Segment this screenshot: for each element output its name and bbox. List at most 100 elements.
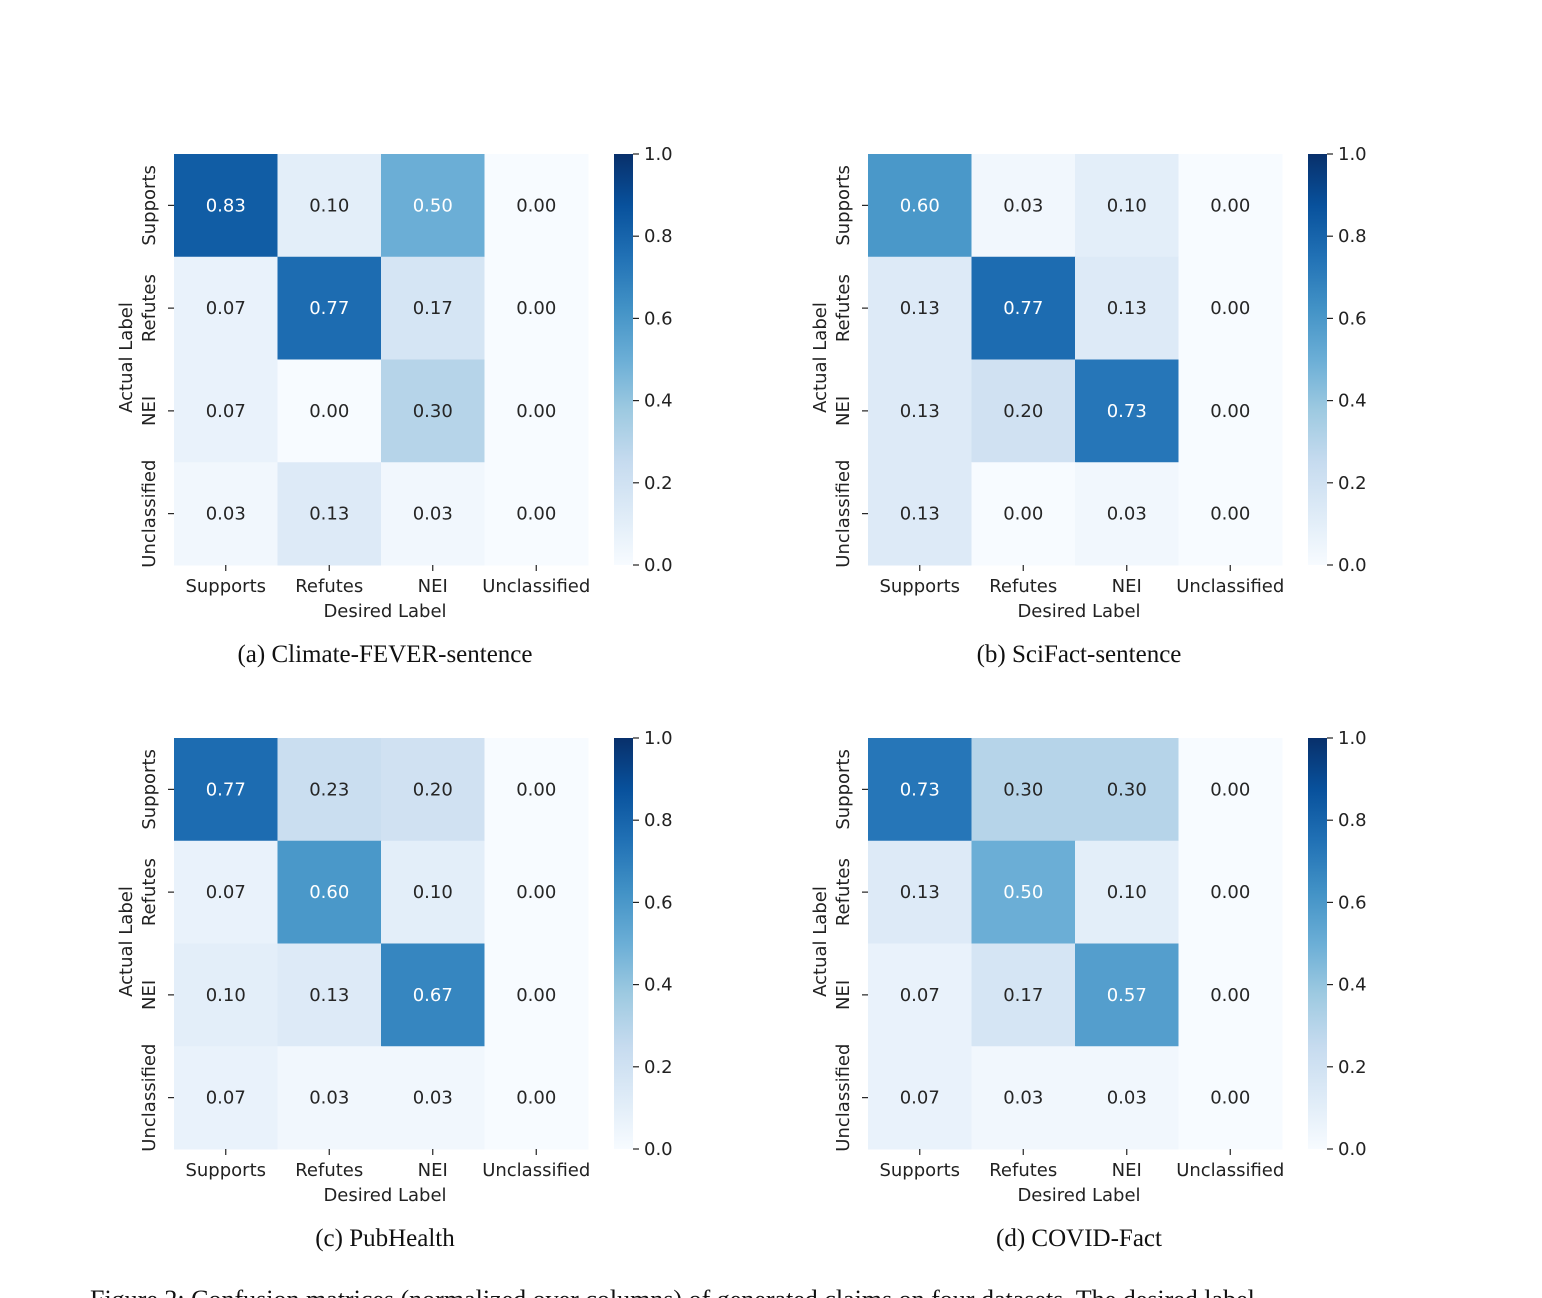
- heatmap-cell: [1178, 943, 1283, 1047]
- cell-label: 0.77: [309, 298, 349, 319]
- cell-label: 0.73: [900, 779, 940, 800]
- heatmap-cell: [484, 1046, 589, 1150]
- y-tick-label: NEI: [139, 396, 160, 426]
- colorbar-tick-label: 0.6: [1338, 308, 1367, 329]
- colorbar-tick-label: 0.8: [644, 226, 673, 247]
- colorbar-tick-label: 0.6: [1338, 892, 1367, 913]
- heatmap-cell: [1178, 359, 1283, 463]
- cell-label: 0.10: [1107, 195, 1147, 216]
- cell-label: 0.00: [516, 298, 556, 319]
- x-tick-label: Unclassified: [482, 1160, 590, 1181]
- cell-label: 0.03: [1003, 1088, 1043, 1109]
- x-axis-title: Desired Label: [1017, 601, 1140, 622]
- heatmap-cell: [381, 359, 485, 463]
- cell-label: 0.10: [1107, 882, 1147, 903]
- heatmap-cell: [971, 256, 1076, 360]
- cell-label: 0.00: [516, 882, 556, 903]
- cell-label: 0.77: [206, 779, 246, 800]
- colorbar-tick-label: 1.0: [1338, 728, 1367, 749]
- y-tick-label: Refutes: [139, 858, 160, 926]
- heatmap-cell: [971, 840, 1076, 944]
- heatmap-cell: [381, 462, 485, 566]
- heatmap-cell: [277, 256, 382, 360]
- heatmap-cell: [1178, 154, 1283, 258]
- x-tick-label: Refutes: [295, 576, 363, 597]
- cell-label: 0.83: [206, 195, 246, 216]
- cell-label: 0.13: [900, 882, 940, 903]
- heatmap-cell: [1075, 462, 1179, 566]
- y-tick-label: Unclassified: [139, 1044, 160, 1152]
- x-tick-label: Supports: [879, 1160, 960, 1181]
- cell-label: 0.77: [1003, 298, 1043, 319]
- y-axis-title: Actual Label: [116, 302, 137, 413]
- heatmap-cell: [174, 359, 278, 463]
- y-tick-label: Supports: [833, 749, 854, 830]
- heatmap-cell: [1075, 840, 1179, 944]
- heatmap-cell: [868, 738, 972, 842]
- cell-label: 0.03: [206, 504, 246, 525]
- y-tick-label: NEI: [139, 980, 160, 1010]
- y-axis-title: Actual Label: [810, 886, 831, 997]
- heatmap-cell: [174, 462, 278, 566]
- cell-label: 0.03: [1107, 1088, 1147, 1109]
- cell-label: 0.00: [1210, 882, 1250, 903]
- y-tick-label: Unclassified: [833, 460, 854, 568]
- heatmap-cell: [174, 943, 278, 1047]
- cell-label: 0.00: [1210, 779, 1250, 800]
- heatmap-cell: [1178, 1046, 1283, 1150]
- x-tick-label: Refutes: [295, 1160, 363, 1181]
- heatmap-cell: [484, 359, 589, 463]
- colorbar-tick-label: 0.2: [644, 473, 673, 494]
- cell-label: 0.03: [413, 504, 453, 525]
- y-tick-label: Supports: [139, 165, 160, 246]
- heatmap-cell: [381, 154, 485, 258]
- colorbar: [1308, 154, 1327, 565]
- colorbar-tick-label: 0.2: [1338, 473, 1367, 494]
- colorbar-tick-label: 0.2: [644, 1057, 673, 1078]
- cell-label: 0.13: [900, 298, 940, 319]
- heatmap-panel-3: 0.77 0.23 0.20 0.00 0.07 0.60 0.10 0.00 0.10 0.13…: [116, 728, 673, 1252]
- heatmap-cell: [174, 256, 278, 360]
- heatmap-cell: [277, 462, 382, 566]
- heatmap-cell: [174, 1046, 278, 1150]
- cell-label: 0.23: [309, 779, 349, 800]
- colorbar-tick-label: 1.0: [644, 144, 673, 165]
- cell-label: 0.20: [413, 779, 453, 800]
- figure-caption: Figure 2: Confusion matrices (normalized…: [90, 1285, 1255, 1298]
- cell-label: 0.07: [900, 1088, 940, 1109]
- heatmap-cell: [277, 154, 382, 258]
- y-tick-label: Refutes: [139, 274, 160, 342]
- y-axis-title: Actual Label: [810, 302, 831, 413]
- cell-label: 0.13: [309, 504, 349, 525]
- cell-label: 0.20: [1003, 401, 1043, 422]
- cell-label: 0.60: [900, 195, 940, 216]
- x-tick-label: NEI: [418, 576, 448, 597]
- colorbar-tick-label: 0.4: [644, 391, 673, 412]
- colorbar-tick-label: 0.0: [644, 555, 673, 576]
- heatmap-cell: [868, 840, 972, 944]
- cell-label: 0.30: [1107, 779, 1147, 800]
- heatmap-cell: [868, 359, 972, 463]
- cell-label: 0.03: [1107, 504, 1147, 525]
- heatmap-cell: [484, 256, 589, 360]
- heatmap-cell: [1178, 840, 1283, 944]
- cell-label: 0.00: [1210, 401, 1250, 422]
- cell-label: 0.17: [413, 298, 453, 319]
- heatmap-cell: [484, 738, 589, 842]
- cell-label: 0.10: [309, 195, 349, 216]
- colorbar-tick-label: 0.4: [1338, 975, 1367, 996]
- y-tick-label: Refutes: [833, 858, 854, 926]
- heatmap-cell: [277, 840, 382, 944]
- cell-label: 0.00: [1210, 985, 1250, 1006]
- x-tick-label: Refutes: [989, 576, 1057, 597]
- cell-label: 0.00: [1210, 504, 1250, 525]
- y-tick-label: NEI: [833, 980, 854, 1010]
- cell-label: 0.07: [206, 1088, 246, 1109]
- heatmap-cell: [1075, 359, 1179, 463]
- colorbar-tick-label: 0.4: [1338, 391, 1367, 412]
- cell-label: 0.00: [516, 401, 556, 422]
- cell-label: 0.50: [413, 195, 453, 216]
- cell-label: 0.30: [1003, 779, 1043, 800]
- cell-label: 0.00: [1210, 1088, 1250, 1109]
